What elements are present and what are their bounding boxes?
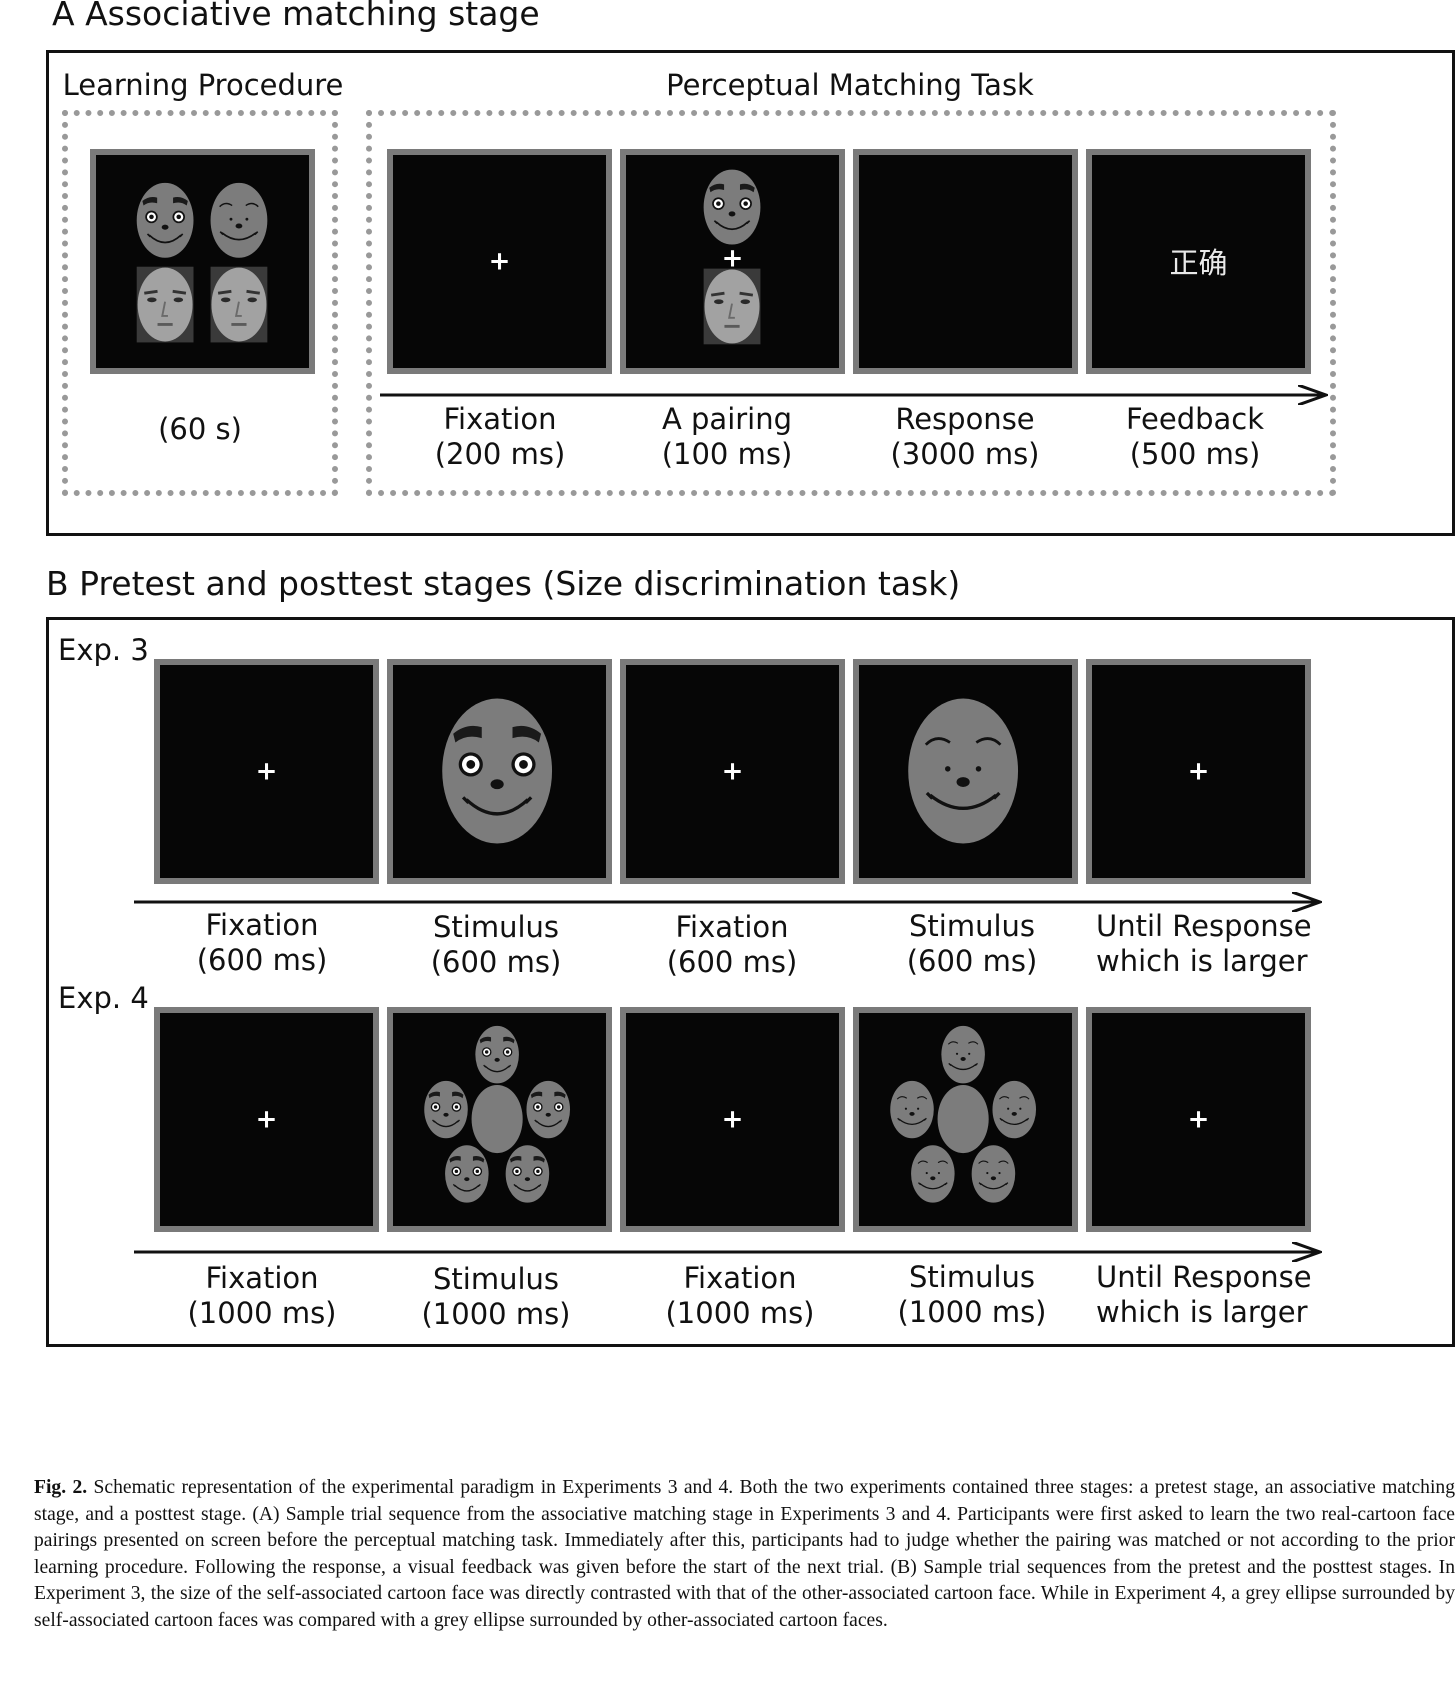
learning-procedure-box <box>62 110 338 496</box>
fixation-cross: + <box>255 1103 278 1134</box>
fixation-cross: + <box>721 243 744 274</box>
cartoon-face-other <box>940 1025 986 1085</box>
exp3-step-caption: Until Response which is larger <box>1096 909 1312 978</box>
photo-face <box>702 267 762 346</box>
learning-stimuli <box>135 181 269 344</box>
exp4-label: Exp. 4 <box>58 981 149 1015</box>
timeline-arrow-a <box>380 385 1330 407</box>
matching-task-box <box>366 110 1336 496</box>
fixation-cross: + <box>1187 755 1210 786</box>
exp4-response-screen: + <box>1086 1007 1311 1232</box>
cartoon-face-self <box>505 1144 550 1204</box>
cartoon-face-other <box>209 181 269 259</box>
matching-fixation-screen: + <box>387 149 612 374</box>
panel-a-frame <box>46 50 1455 536</box>
matching-step-caption: Response (3000 ms) <box>890 402 1040 471</box>
photo-face-other <box>209 265 269 344</box>
cartoon-face-self <box>444 1144 490 1204</box>
feedback-text: 正确 <box>1169 245 1228 280</box>
panel-b-title: B Pretest and posttest stages (Size disc… <box>46 564 961 603</box>
timeline-arrow-exp3 <box>134 892 1324 914</box>
exp4-fixation-screen: + <box>154 1007 379 1232</box>
cartoon-face <box>702 168 762 246</box>
exp3-label: Exp. 3 <box>58 633 149 667</box>
fixation-cross: + <box>721 755 744 786</box>
learning-screen <box>90 149 315 374</box>
exp4-step-caption: Stimulus (1000 ms) <box>897 1260 1047 1329</box>
matching-step-caption: Fixation (200 ms) <box>434 402 566 471</box>
exp3-fixation-screen-2: + <box>620 659 845 884</box>
exp4-step-caption: Fixation (1000 ms) <box>187 1261 337 1330</box>
exp3-stimulus-screen-self <box>387 659 612 884</box>
exp4-step-caption: Until Response which is larger <box>1096 1260 1312 1329</box>
figure-label: Fig. 2. <box>34 1477 88 1498</box>
matching-step-caption: A pairing (100 ms) <box>661 402 793 471</box>
cartoon-face-other <box>971 1144 1016 1204</box>
fixation-cross: + <box>255 755 278 786</box>
exp4-stimulus-screen-self <box>387 1007 612 1232</box>
grey-ellipse <box>471 1084 523 1154</box>
fixation-cross: + <box>721 1103 744 1134</box>
exp4-fixation-screen-2: + <box>620 1007 845 1232</box>
cartoon-face-self <box>525 1080 571 1139</box>
cartoon-face-other <box>910 1144 956 1204</box>
matching-response-screen <box>853 149 1078 374</box>
cartoon-face-self <box>474 1025 520 1085</box>
exp3-stimulus-other <box>906 696 1020 846</box>
grey-ellipse <box>937 1084 989 1154</box>
cartoon-face-other <box>991 1080 1037 1139</box>
cartoon-face-self <box>423 1080 469 1139</box>
exp3-step-caption: Fixation (600 ms) <box>196 908 328 977</box>
timeline-arrow-exp4 <box>134 1242 1324 1264</box>
exp3-step-caption: Fixation (600 ms) <box>666 910 798 979</box>
matching-pairing-screen: + <box>620 149 845 374</box>
figure-caption: Fig. 2. Schematic representation of the … <box>34 1475 1455 1635</box>
matching-task-title: Perceptual Matching Task <box>666 68 1034 102</box>
exp4-stimulus-other <box>889 1025 1037 1204</box>
panel-b-frame <box>46 617 1455 1347</box>
learning-duration: (60 s) <box>158 412 242 446</box>
exp3-step-caption: Stimulus (600 ms) <box>906 909 1038 978</box>
exp4-stimulus-screen-other <box>853 1007 1078 1232</box>
cartoon-face-self <box>440 696 554 846</box>
fixation-cross: + <box>488 245 511 276</box>
photo-face-self <box>135 265 195 344</box>
exp4-stimulus-self <box>423 1025 571 1204</box>
cartoon-face-self <box>135 181 195 259</box>
cartoon-face-other <box>889 1080 935 1139</box>
fixation-cross: + <box>1187 1103 1210 1134</box>
figure-caption-text: Schematic representation of the experime… <box>34 1477 1455 1631</box>
exp4-step-caption: Stimulus (1000 ms) <box>421 1262 571 1331</box>
panel-a-title: A Associative matching stage <box>52 0 540 33</box>
exp3-step-caption: Stimulus (600 ms) <box>430 910 562 979</box>
exp3-response-screen: + <box>1086 659 1311 884</box>
exp3-stimulus-self <box>440 696 554 846</box>
learning-procedure-title: Learning Procedure <box>62 68 344 102</box>
cartoon-face-other <box>906 696 1020 846</box>
matching-step-caption: Feedback (500 ms) <box>1125 402 1265 471</box>
exp3-stimulus-screen-other <box>853 659 1078 884</box>
matching-feedback-screen: 正确 <box>1086 149 1311 374</box>
exp4-step-caption: Fixation (1000 ms) <box>665 1261 815 1330</box>
exp3-fixation-screen: + <box>154 659 379 884</box>
